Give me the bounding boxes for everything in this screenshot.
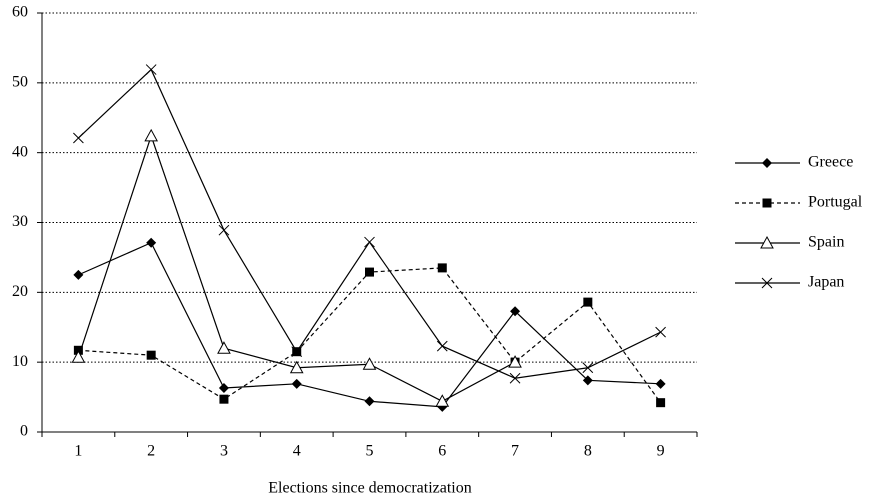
marker	[289, 360, 304, 374]
series-line	[78, 267, 662, 404]
marker	[655, 378, 666, 389]
x-tick-label: 6	[438, 443, 446, 460]
marker	[364, 396, 375, 407]
marker	[655, 326, 666, 338]
marker	[217, 341, 231, 354]
y-tick-label: 20	[12, 283, 28, 300]
y-tick-label: 40	[12, 143, 28, 160]
x-tick-label: 4	[293, 443, 301, 460]
y-tick-label: 50	[12, 74, 28, 91]
marker	[145, 64, 157, 75]
series-line	[77, 68, 661, 379]
legend-label: Spain	[808, 234, 844, 251]
x-tick-label: 3	[220, 443, 228, 460]
marker	[362, 357, 377, 370]
marker	[509, 372, 521, 384]
marker	[218, 224, 230, 236]
legend-label: Japan	[808, 274, 844, 291]
marker	[437, 263, 447, 273]
x-tick-label: 9	[657, 443, 665, 460]
marker	[435, 394, 450, 407]
x-tick-label: 1	[74, 443, 82, 460]
marker	[583, 297, 593, 307]
marker	[144, 128, 159, 142]
marker	[510, 306, 521, 317]
x-axis-label: Elections since democratization	[268, 480, 471, 497]
marker	[762, 158, 772, 168]
y-tick-label: 60	[12, 4, 28, 21]
y-tick-label: 30	[12, 213, 28, 230]
x-tick-label: 5	[366, 443, 374, 460]
marker	[219, 394, 229, 404]
marker	[365, 267, 374, 277]
y-tick-label: 0	[20, 423, 28, 440]
marker	[73, 132, 84, 144]
marker	[508, 355, 522, 368]
series-line	[78, 241, 661, 408]
marker	[291, 346, 303, 358]
marker	[291, 378, 302, 389]
marker	[656, 398, 666, 408]
marker	[71, 350, 86, 363]
marker	[73, 269, 84, 280]
marker	[146, 237, 157, 248]
legend-label: Greece	[808, 154, 853, 171]
marker	[364, 236, 375, 248]
legend-label: Portugal	[808, 194, 863, 211]
x-tick-label: 8	[584, 443, 592, 460]
marker	[436, 340, 448, 352]
marker	[582, 362, 594, 374]
x-tick-label: 7	[511, 443, 519, 460]
x-tick-label: 2	[147, 443, 155, 460]
y-tick-label: 10	[12, 353, 28, 370]
marker	[762, 198, 772, 208]
marker	[582, 375, 593, 386]
marker	[760, 235, 774, 249]
marker	[146, 350, 156, 360]
marker	[218, 383, 229, 394]
marker	[761, 277, 773, 289]
